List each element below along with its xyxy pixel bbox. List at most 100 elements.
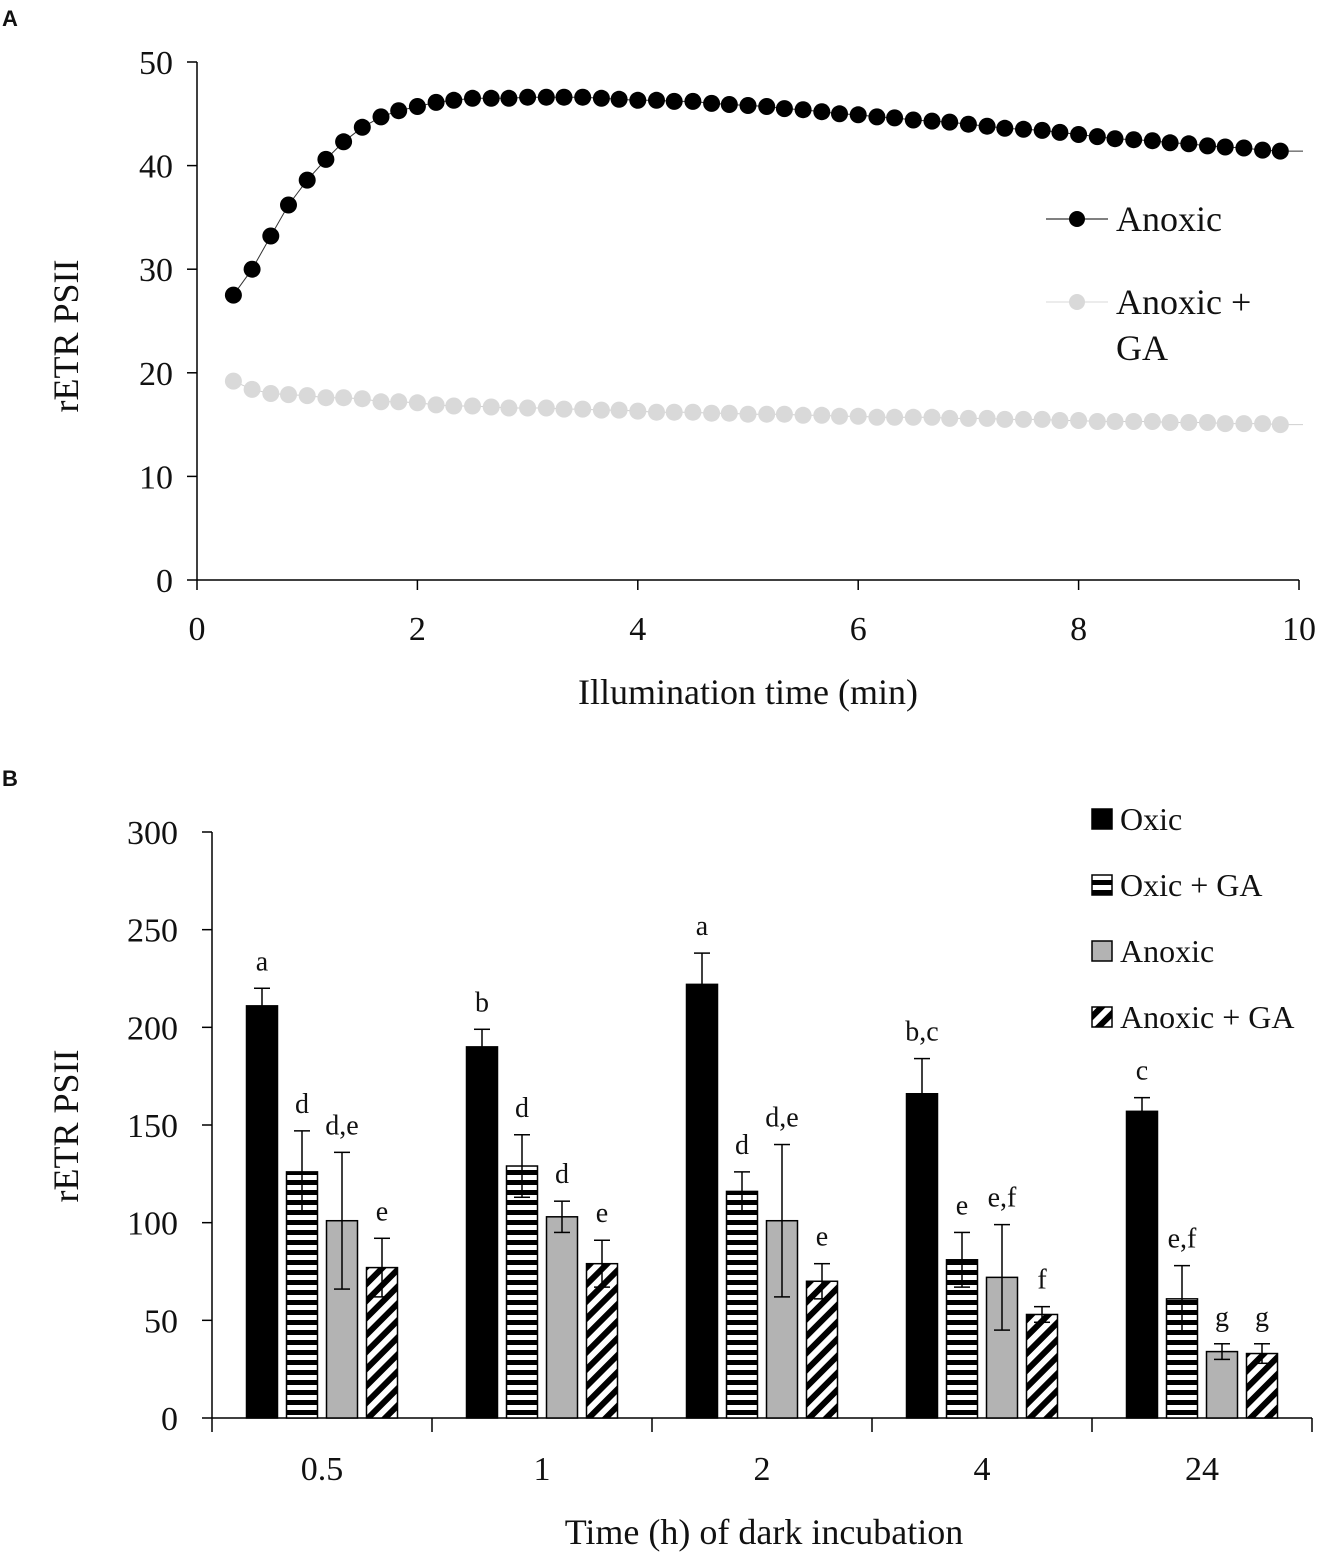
point-anoxic-ga: [1015, 410, 1032, 428]
point-anoxic: [317, 150, 335, 168]
legend-anoxic-swatch: [1091, 940, 1113, 962]
point-anoxic-ga: [372, 393, 390, 411]
panel-b-y-tick-label: 100: [127, 1206, 178, 1243]
panel-b-y-tick-label: 0: [161, 1401, 178, 1438]
point-anoxic: [262, 227, 280, 245]
significance-letter: a: [696, 911, 709, 942]
point-anoxic-ga: [390, 393, 408, 411]
bar-anoxic: [545, 1216, 579, 1419]
significance-letter: d: [735, 1130, 749, 1161]
point-anoxic: [959, 115, 977, 133]
point-anoxic: [1271, 142, 1289, 160]
point-anoxic: [335, 133, 353, 151]
panel-b-y-tick-label: 150: [127, 1108, 178, 1145]
point-anoxic: [280, 196, 297, 214]
legend-oxic-label: Oxic: [1120, 801, 1182, 837]
point-anoxic-ga: [813, 406, 831, 424]
panel-b-ylabel: rETR PSII: [46, 1050, 86, 1203]
panel-b-y-tick-label: 300: [127, 815, 178, 852]
point-anoxic: [1125, 131, 1143, 149]
point-anoxic: [923, 112, 941, 130]
panel-a-y-tick-label: 10: [139, 459, 173, 496]
significance-letter: d: [515, 1093, 529, 1124]
bar-anoxic: [1205, 1350, 1239, 1419]
significance-letter: g: [1215, 1302, 1229, 1333]
significance-letter: d: [295, 1089, 309, 1120]
panel-b-x-tick-label: 0.5: [301, 1451, 344, 1488]
point-anoxic: [1216, 138, 1234, 156]
panel-a-x-tick-label: 10: [1282, 611, 1316, 648]
point-anoxic-ga: [648, 403, 665, 421]
point-anoxic-ga: [1161, 414, 1179, 431]
legend-anoxic-b-label: Anoxic: [1120, 933, 1214, 969]
panel-b-x-tick-label: 4: [974, 1451, 991, 1488]
panel-a-y-tick-label: 40: [139, 149, 173, 186]
panel-b-y-tick-label: 250: [127, 913, 178, 950]
point-anoxic-ga: [1199, 414, 1216, 431]
panel-a-ylabel: rETR PSII: [46, 260, 86, 413]
point-anoxic: [390, 102, 408, 120]
point-anoxic-ga: [224, 372, 242, 390]
point-anoxic: [739, 97, 757, 114]
point-anoxic: [1180, 135, 1198, 153]
point-anoxic: [849, 106, 867, 124]
point-anoxic: [1106, 130, 1124, 148]
panel-b-y-tick-label: 200: [127, 1010, 178, 1047]
legend-oxic-ga-label: Oxic + GA: [1120, 867, 1262, 903]
point-anoxic: [648, 91, 665, 109]
point-anoxic-ga: [1051, 412, 1069, 429]
point-anoxic: [1051, 123, 1069, 141]
panel-b-x-tick-label: 2: [754, 1451, 771, 1488]
point-anoxic-ga: [849, 407, 867, 425]
bar-anoxic-ga: [585, 1262, 619, 1419]
point-anoxic-ga: [1235, 415, 1253, 433]
point-anoxic-ga: [500, 399, 518, 417]
panel-a-legend: Anoxic Anoxic + GA: [1046, 199, 1251, 368]
point-anoxic: [224, 286, 242, 304]
legend-anoxic-marker: [1069, 211, 1085, 227]
point-anoxic: [1088, 128, 1106, 146]
bar-anoxic-ga: [1025, 1313, 1059, 1419]
significance-letter: a: [256, 946, 269, 977]
bar-oxic: [245, 1005, 279, 1419]
bar-oxic-ga: [725, 1190, 759, 1419]
point-anoxic: [904, 111, 922, 129]
panel-b-legend: Oxic Oxic + GA Anoxic Anoxic + GA: [1091, 801, 1294, 1035]
panel-a-x-tick-label: 0: [189, 611, 206, 648]
point-anoxic: [1070, 126, 1088, 143]
point-anoxic: [408, 98, 426, 115]
point-anoxic: [555, 88, 573, 106]
panel-a-xlabel: Illumination time (min): [578, 672, 918, 712]
point-anoxic: [720, 96, 738, 113]
point-anoxic: [574, 88, 592, 106]
significance-letter: b: [475, 987, 489, 1018]
point-anoxic-ga: [739, 405, 757, 423]
point-anoxic-ga: [665, 403, 683, 421]
legend-oxic-swatch: [1091, 808, 1113, 830]
point-anoxic-ga: [904, 408, 922, 426]
point-anoxic-ga: [1033, 410, 1051, 428]
point-anoxic-ga: [298, 387, 316, 405]
panel-a-x-tick-label: 8: [1070, 611, 1087, 648]
point-anoxic-ga: [610, 401, 628, 419]
point-anoxic-ga: [243, 380, 261, 398]
panel-b-x-tick-label: 1: [534, 1451, 551, 1488]
point-anoxic-ga: [408, 394, 426, 412]
significance-letter: d,e: [765, 1103, 798, 1134]
point-anoxic-ga: [1216, 415, 1234, 433]
point-anoxic-ga: [353, 390, 371, 408]
significance-letter: e: [816, 1222, 828, 1253]
panel-a-y-tick-label: 20: [139, 356, 173, 393]
point-anoxic: [610, 90, 628, 108]
point-anoxic: [684, 92, 702, 110]
point-anoxic-ga: [996, 410, 1014, 428]
point-anoxic-ga: [794, 406, 812, 424]
panel-b-y-tick-label: 50: [144, 1303, 178, 1340]
point-anoxic-ga: [574, 400, 592, 418]
point-anoxic-ga: [831, 407, 848, 425]
legend-anoxic-ga-marker: [1069, 294, 1085, 310]
legend-anoxic-ga-label-1: Anoxic +: [1116, 282, 1251, 322]
point-anoxic: [427, 93, 445, 111]
